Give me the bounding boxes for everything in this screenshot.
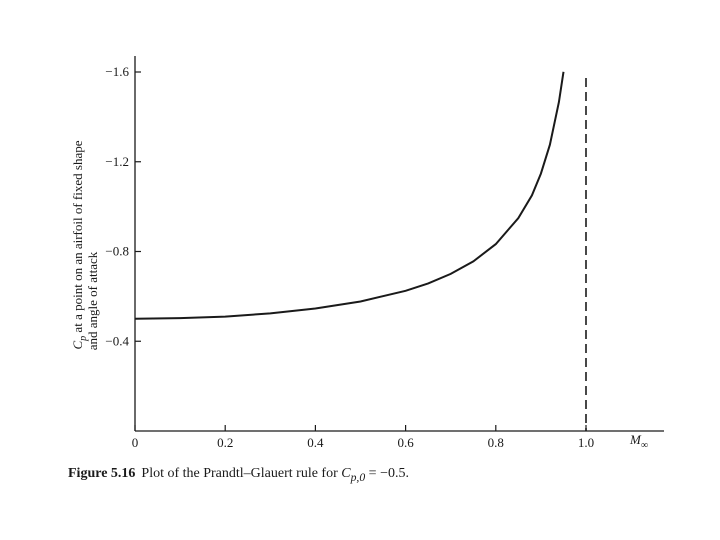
- caption-cp-symbol: C: [341, 466, 351, 481]
- caption-cp-subscript: p,0: [350, 470, 366, 484]
- x-tick-label: 0.8: [488, 435, 504, 450]
- x-axis-label: M∞: [629, 432, 648, 451]
- x-tick-label: 0: [132, 435, 139, 450]
- y-tick-label: −1.2: [105, 154, 129, 169]
- caption-value: = −0.5.: [365, 466, 409, 481]
- cp-curve-line: [134, 71, 565, 320]
- figure-caption: Figure 5.16 Plot of the Prandtl–Glauert r…: [68, 466, 409, 484]
- y-tick-label: −1.6: [105, 64, 129, 79]
- y-axis-label: Cp at a point on an airfoil of fixed sha…: [70, 140, 89, 349]
- figure-number: Figure 5.16: [68, 466, 136, 481]
- y-tick-label: −0.8: [105, 244, 129, 259]
- x-tick-label: 1.0: [578, 435, 594, 450]
- x-tick-label: 0.4: [307, 435, 324, 450]
- caption-text: Plot of the Prandtl–Glauert rule for: [141, 466, 342, 481]
- x-tick-label: 0.6: [397, 435, 414, 450]
- y-tick-label: −0.4: [105, 333, 129, 348]
- x-tick-label: 0.2: [217, 435, 233, 450]
- y-axis-label-line2: and angle of attack: [85, 251, 100, 350]
